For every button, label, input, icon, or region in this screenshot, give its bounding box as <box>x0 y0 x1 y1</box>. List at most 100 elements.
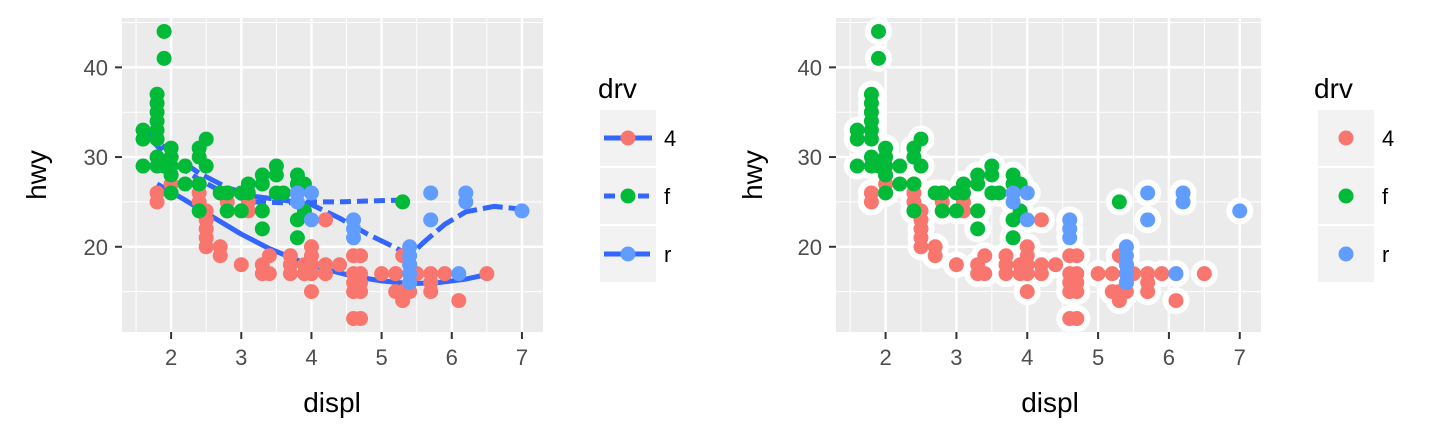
right-point-f <box>970 203 986 219</box>
left-point-f <box>135 158 151 174</box>
left-point-4 <box>233 257 249 273</box>
right-point-f <box>878 185 894 201</box>
left-point-r <box>303 185 319 201</box>
left-point-r <box>402 275 418 291</box>
left-point-4 <box>212 248 228 264</box>
right-point-4 <box>998 248 1014 264</box>
right-point-r <box>1005 194 1021 210</box>
left-y-axis-title: hwy <box>21 150 52 200</box>
right-point-f <box>970 176 986 192</box>
left-point-f <box>289 230 305 246</box>
right-point-f <box>871 50 886 66</box>
left-point-f <box>149 131 165 147</box>
right-point-4 <box>948 257 964 273</box>
right-point-f <box>984 167 1000 183</box>
left-point-4 <box>423 266 439 282</box>
left-point-r <box>423 185 439 201</box>
right-point-f <box>863 86 879 102</box>
right-y-axis-title: hwy <box>737 150 768 200</box>
right-point-4 <box>977 248 993 264</box>
left-point-4 <box>261 266 277 282</box>
left-x-tick-label: 7 <box>516 345 528 370</box>
right-points <box>849 23 1248 327</box>
left-x-tick-label: 4 <box>305 345 317 370</box>
right-point-r <box>1140 185 1156 201</box>
left-point-f <box>135 122 151 138</box>
left-point-4 <box>317 212 333 228</box>
left-point-r <box>458 194 474 210</box>
right-point-4 <box>1090 266 1106 282</box>
left-point-f <box>191 203 207 219</box>
right-point-f <box>970 221 986 237</box>
right-axis-ticks: 2 3 4 5 6 7 20 30 40 <box>798 55 1246 370</box>
right-legend-dot-f <box>1338 188 1354 204</box>
left-point-f <box>254 203 270 219</box>
right-point-f <box>991 185 1007 201</box>
right-point-4 <box>1140 266 1156 282</box>
left-x-axis-title: displ <box>303 387 361 418</box>
right-point-4 <box>1154 266 1170 282</box>
right-x-tick-label: 3 <box>950 345 962 370</box>
right-legend-label-4: 4 <box>1382 126 1394 151</box>
left-point-r <box>303 212 319 228</box>
right-point-f <box>892 176 908 192</box>
right-legend-dot-4 <box>1338 130 1354 146</box>
right-point-r <box>1118 275 1134 291</box>
left-point-f <box>275 185 291 201</box>
left-x-tick-label: 5 <box>375 345 387 370</box>
right-point-4 <box>913 239 929 255</box>
left-y-tick-label: 20 <box>84 235 108 260</box>
left-legend-label-r: r <box>664 242 671 267</box>
right-point-4 <box>1168 293 1184 309</box>
left-legend-dot-4 <box>620 130 636 146</box>
left-point-f <box>177 158 193 174</box>
left-legend-label-f: f <box>664 184 671 209</box>
right-y-tick-label: 40 <box>798 55 822 80</box>
left-point-4 <box>353 248 369 264</box>
left-point-4 <box>317 266 333 282</box>
right-point-f <box>934 203 950 219</box>
left-point-f <box>254 221 270 237</box>
right-point-4 <box>1019 284 1035 300</box>
right-x-tick-label: 4 <box>1021 345 1033 370</box>
right-point-f <box>934 185 950 201</box>
right-point-4 <box>1033 212 1049 228</box>
left-legend: drv 4 f r <box>598 73 676 282</box>
right-point-f <box>871 23 886 39</box>
left-point-f <box>163 167 179 183</box>
left-point-4 <box>332 257 348 273</box>
left-point-f <box>156 23 172 39</box>
left-point-r <box>346 230 362 246</box>
right-point-f <box>913 131 929 147</box>
right-point-f <box>878 167 894 183</box>
left-point-f <box>156 50 172 66</box>
left-point-4 <box>451 293 467 309</box>
right-x-tick-label: 7 <box>1234 345 1246 370</box>
left-point-4 <box>353 311 369 327</box>
right-y-tick-label: 30 <box>798 145 822 170</box>
right-point-r <box>1232 203 1248 219</box>
left-point-f <box>149 86 165 102</box>
left-axis-ticks: 2 3 4 5 6 7 20 30 40 <box>84 55 529 370</box>
right-point-f <box>849 158 865 174</box>
right-point-f <box>849 122 865 138</box>
right-point-r <box>1175 194 1191 210</box>
right-point-4 <box>1069 284 1085 300</box>
right-legend-title: drv <box>1314 73 1353 104</box>
right-point-4 <box>1048 257 1064 273</box>
left-point-f <box>198 131 214 147</box>
left-point-4 <box>353 284 369 300</box>
left-panel-background <box>122 18 543 332</box>
right-y-tick-label: 20 <box>798 235 822 260</box>
left-legend-title: drv <box>598 73 637 104</box>
right-x-tick-label: 2 <box>879 345 891 370</box>
right-point-f <box>1005 230 1021 246</box>
left-x-tick-label: 6 <box>446 345 458 370</box>
right-point-f <box>892 158 908 174</box>
left-point-4 <box>198 239 214 255</box>
right-point-r <box>1062 230 1078 246</box>
right-x-tick-label: 6 <box>1163 345 1175 370</box>
right-point-f <box>863 131 879 147</box>
left-legend-label-4: 4 <box>664 126 676 151</box>
